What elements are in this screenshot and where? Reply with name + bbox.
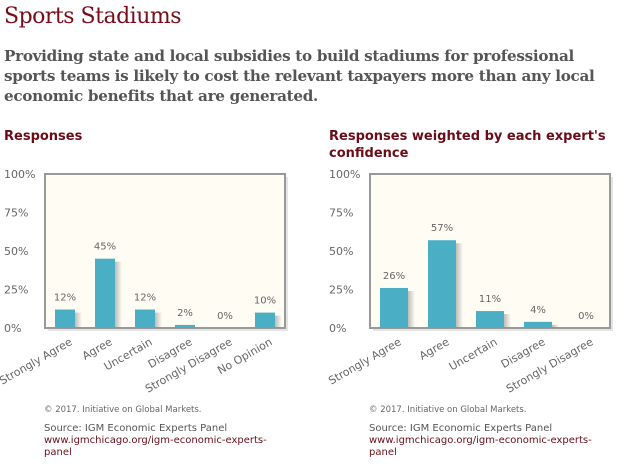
y-tick-label: 25% [4, 284, 28, 297]
data-label: 0% [578, 311, 594, 322]
bar [476, 311, 504, 328]
y-tick-label: 100% [329, 168, 360, 181]
y-tick-label: 50% [4, 245, 28, 258]
y-tick-label: 75% [329, 207, 353, 220]
bar [255, 312, 275, 328]
bar [428, 240, 456, 328]
bar-shadow [552, 324, 559, 328]
x-tick-label: Uncertain [447, 335, 500, 373]
bar-shadow [115, 261, 122, 328]
bar-shadow [75, 312, 82, 328]
chart-title-responses: Responses [4, 129, 83, 144]
weighted-responses-chart: 0% 25% 50% 75% 100% 26% Strongly Agree 57% Agree… [326, 168, 613, 396]
data-label: 45% [94, 242, 116, 253]
bar-shadow [275, 315, 282, 328]
x-tick-label: Strongly Agree [0, 335, 75, 387]
bar-shadow [408, 290, 415, 328]
copyright-left: © 2017. Initiative on Global Markets. [44, 405, 202, 415]
data-label: 12% [134, 293, 156, 304]
data-label: 4% [530, 305, 546, 316]
bar [175, 324, 195, 328]
source-left: Source: IGM Economic Experts Panel www.i… [44, 423, 267, 459]
data-label: 2% [177, 308, 193, 319]
y-tick-label: 100% [4, 168, 35, 181]
survey-question: Providing state and local subsidies to b… [4, 47, 595, 105]
y-tick-label: 0% [329, 322, 346, 335]
source-label: Source: IGM Economic Experts Panel [44, 423, 228, 434]
bar-shadow [155, 312, 162, 328]
y-tick-label: 0% [4, 322, 21, 335]
y-tick-label: 50% [329, 245, 353, 258]
bar [380, 287, 408, 328]
x-tick-label: Strongly Agree [326, 335, 403, 387]
plot-area [44, 173, 286, 329]
responses-chart: 0%25%50%75%100%12%Strongly Agree45%Agree… [0, 168, 288, 396]
data-label: 10% [254, 296, 276, 307]
data-label: 0% [217, 311, 233, 322]
source-label: Source: IGM Economic Experts Panel [369, 423, 553, 434]
copyright-right: © 2017. Initiative on Global Markets. [369, 405, 527, 415]
bar-shadow [456, 243, 463, 328]
y-tick-label: 75% [4, 207, 28, 220]
source-link[interactable]: www.igmchicago.org/igm-economic-experts- [369, 435, 592, 446]
data-label: 26% [383, 271, 405, 282]
x-tick-label: Strongly Disagree [504, 335, 596, 395]
bar [55, 309, 75, 328]
source-link-continued[interactable]: panel [369, 447, 397, 458]
y-tick-label: 25% [329, 284, 353, 297]
source-link-continued[interactable]: panel [44, 447, 72, 458]
chart-title-weighted: Responses weighted by each expert's conf… [329, 129, 606, 161]
x-tick-label: Agree [417, 335, 452, 363]
page-title: Sports Stadiums [4, 4, 182, 29]
source-right: Source: IGM Economic Experts Panel www.i… [369, 423, 592, 459]
bar [524, 321, 552, 328]
bar-shadow [504, 314, 511, 328]
data-label: 11% [479, 294, 501, 305]
source-link[interactable]: www.igmchicago.org/igm-economic-experts- [44, 435, 267, 446]
bar [95, 258, 115, 328]
bar [135, 309, 155, 328]
data-label: 57% [431, 223, 453, 234]
data-label: 12% [54, 293, 76, 304]
